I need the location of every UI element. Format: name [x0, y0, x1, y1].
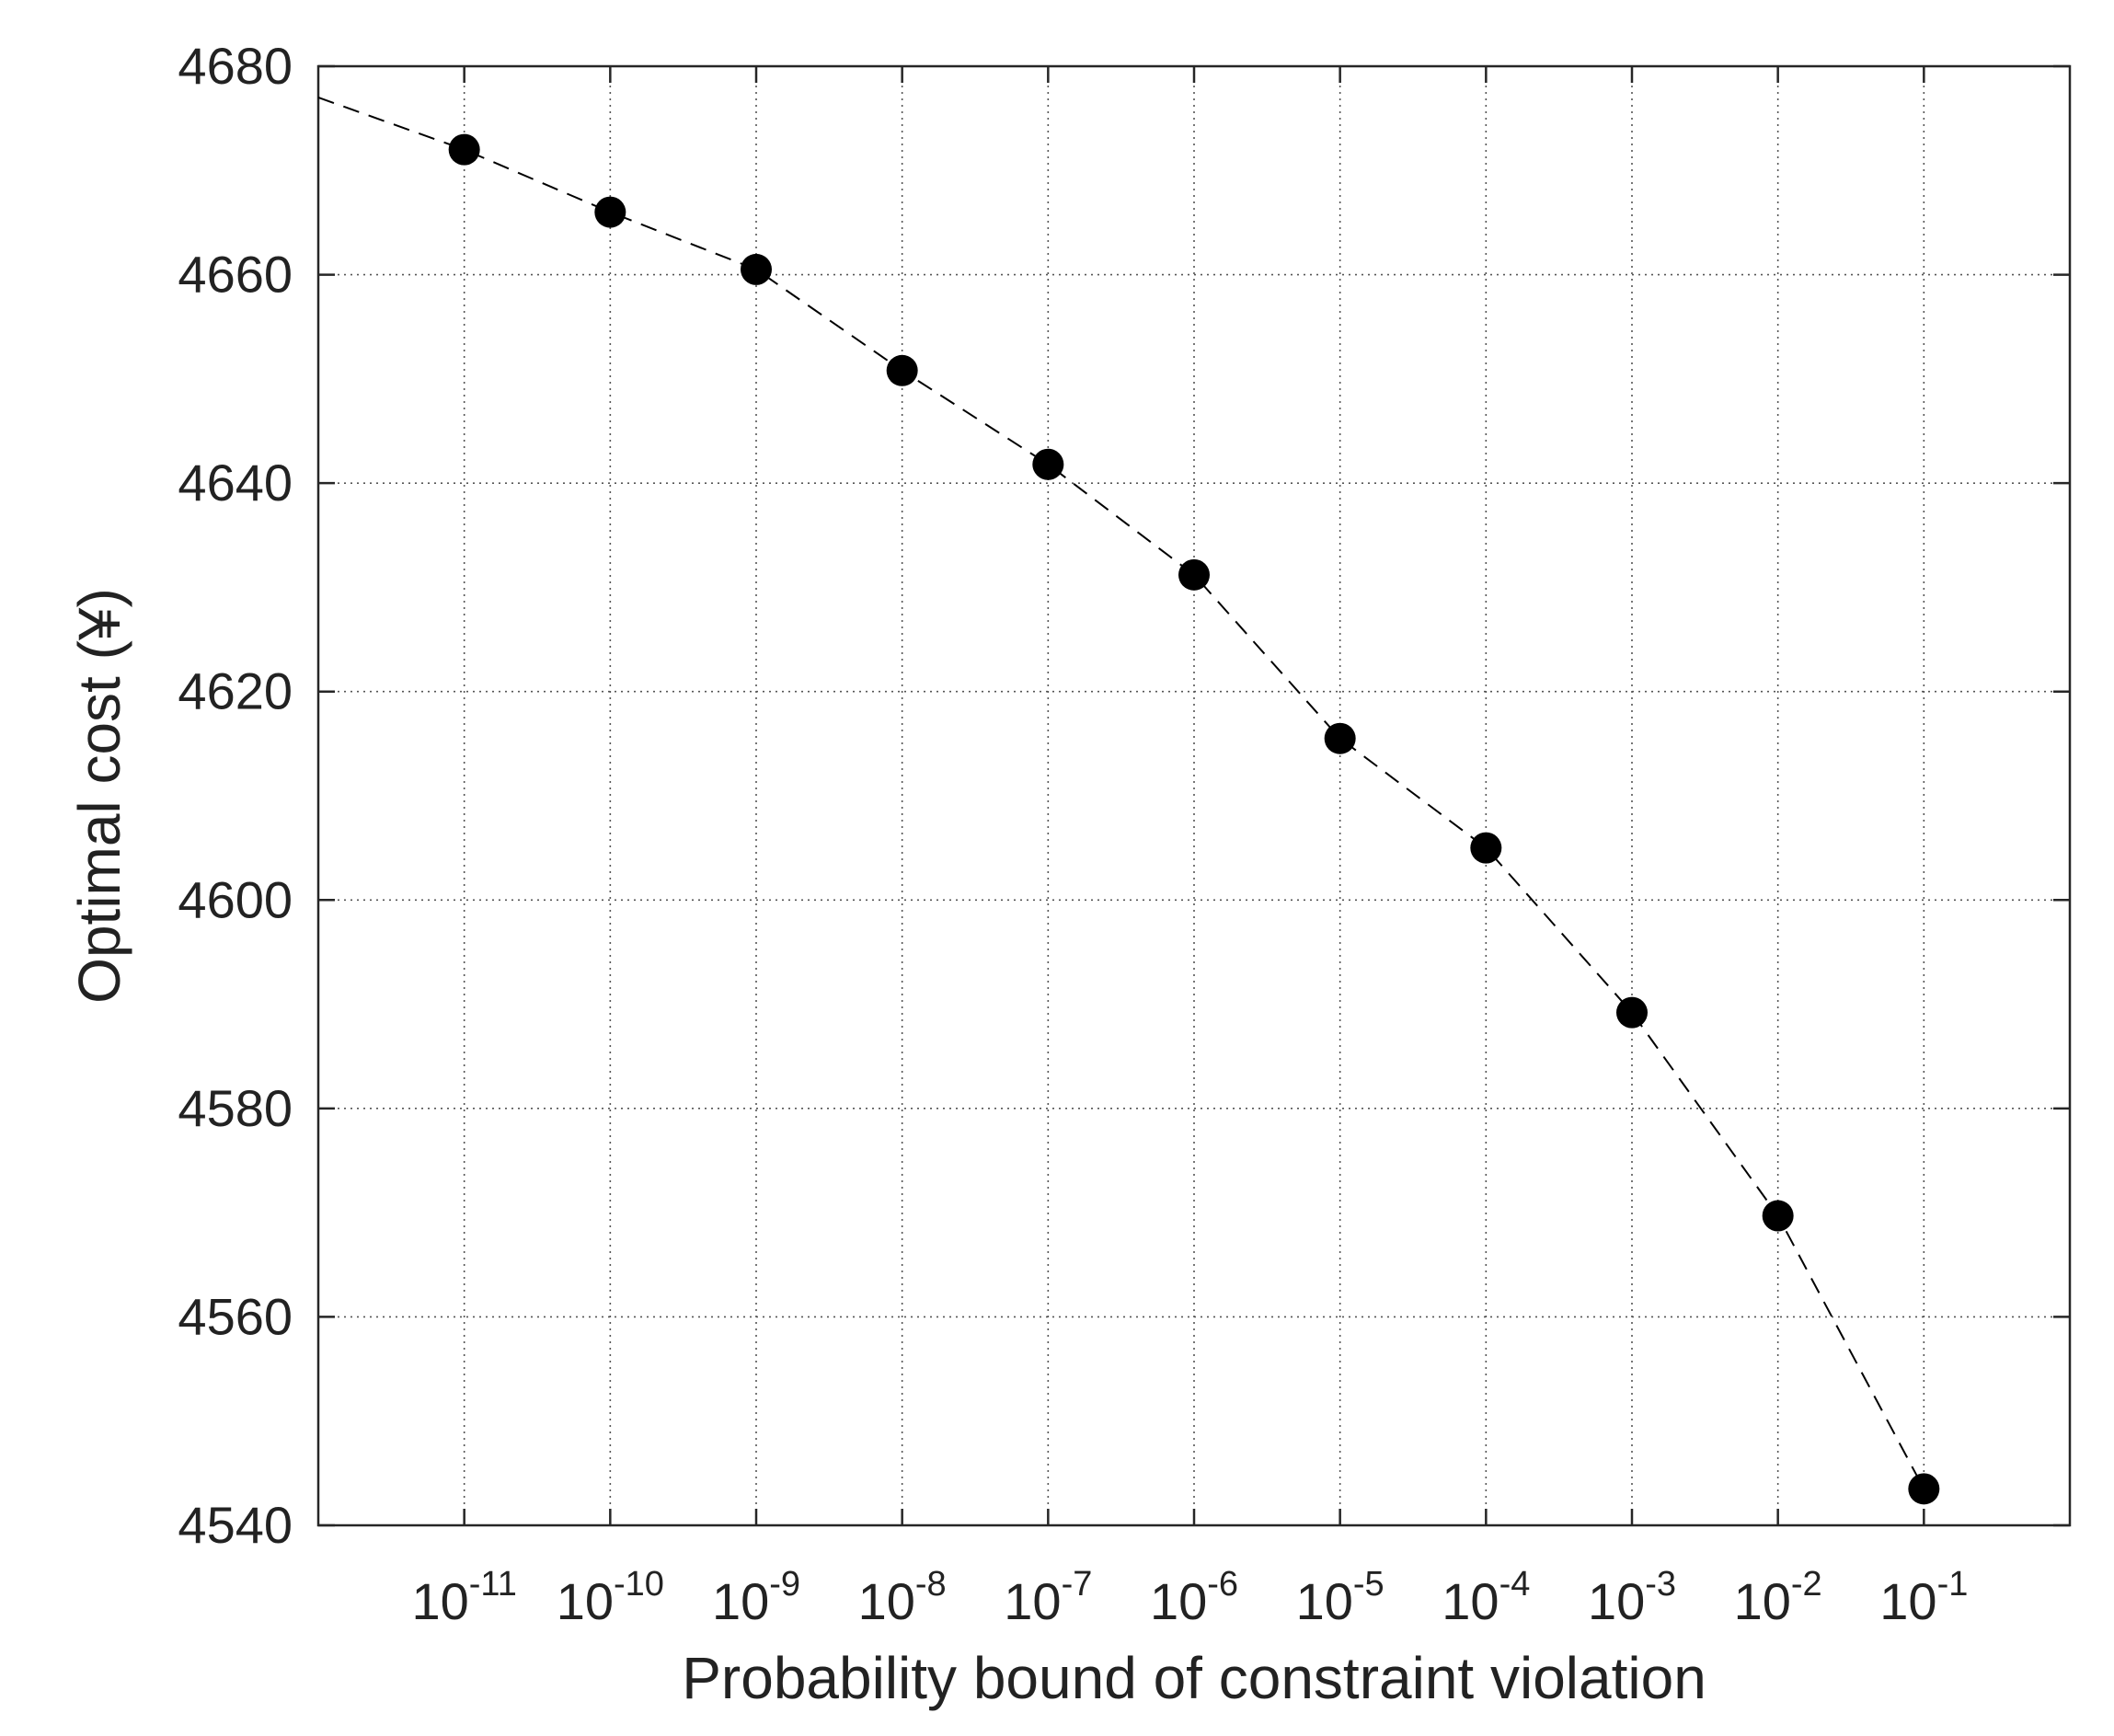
data-point: [448, 133, 480, 166]
x-tick-label: 10-2: [1734, 1565, 1822, 1630]
x-axis-label: Probability bound of constraint violatio…: [682, 1645, 1706, 1711]
data-point: [594, 196, 626, 228]
x-tick-label: 10-9: [712, 1565, 800, 1630]
tick-labels: 10-11 10-10 10-9 10-8 10-7 10-6 10-5 10-4 10-3 10…: [178, 37, 1968, 1630]
data-point: [1616, 996, 1648, 1029]
x-tick-label: 10-1: [1879, 1565, 1968, 1630]
data-point: [1762, 1200, 1794, 1232]
x-tick-label: 10-7: [1004, 1565, 1092, 1630]
y-axis-label: Optimal cost (¥): [66, 588, 132, 1004]
data-point: [1908, 1473, 1940, 1505]
y-tick-label: 4680: [178, 37, 293, 95]
y-tick-label: 4580: [178, 1079, 293, 1137]
y-tick-label: 4620: [178, 662, 293, 720]
x-tick-label: 10-6: [1150, 1565, 1238, 1630]
x-tick-label: 10-8: [858, 1565, 947, 1630]
x-tick-label: 10-3: [1588, 1565, 1676, 1630]
data-point: [741, 253, 772, 285]
data-point: [1324, 722, 1356, 754]
y-tick-label: 4560: [178, 1287, 293, 1345]
ticks: [318, 64, 2070, 1527]
data-point: [1032, 448, 1064, 480]
y-tick-label: 4540: [178, 1496, 293, 1554]
x-tick-label: 10-10: [557, 1565, 664, 1630]
y-tick-label: 4660: [178, 246, 293, 304]
series-line: [317, 97, 1925, 1489]
x-tick-label: 10-4: [1442, 1565, 1530, 1630]
y-tick-label: 4600: [178, 870, 293, 928]
x-tick-label: 10-5: [1296, 1565, 1384, 1630]
grid: [318, 66, 2070, 1525]
series: [317, 97, 1940, 1505]
x-tick-label: 10-11: [411, 1565, 516, 1630]
y-tick-label: 4640: [178, 454, 293, 512]
data-point: [1178, 558, 1210, 591]
data-point: [1470, 832, 1502, 864]
data-point: [886, 354, 918, 386]
